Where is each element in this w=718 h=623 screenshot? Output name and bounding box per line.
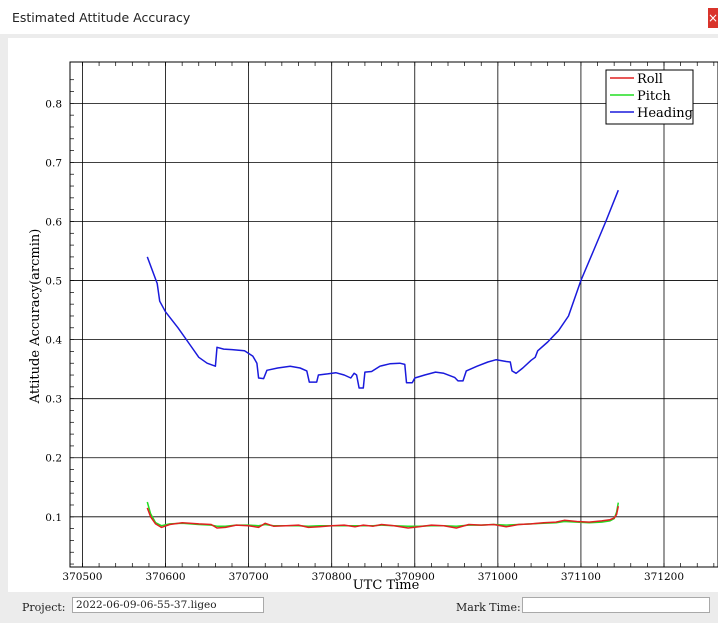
x-axis-ticks: 370500 370600 370700 370800 370900 371000 3711… bbox=[62, 62, 715, 583]
plot-frame bbox=[69, 61, 718, 568]
grid bbox=[70, 62, 718, 567]
y-tick-label: 0.6 bbox=[45, 216, 62, 228]
project-label: Project: bbox=[22, 601, 66, 614]
y-tick-label: 0.5 bbox=[45, 276, 62, 288]
x-tick-label: 370800 bbox=[312, 571, 352, 583]
window-title: Estimated Attitude Accuracy bbox=[12, 10, 191, 25]
x-tick-label: 370600 bbox=[145, 571, 185, 583]
mark-time-field[interactable] bbox=[522, 597, 710, 613]
close-icon: × bbox=[708, 11, 718, 25]
legend: Roll Pitch Heading bbox=[605, 69, 694, 125]
x-tick-label: 370500 bbox=[62, 571, 102, 583]
close-button[interactable]: × bbox=[708, 8, 718, 28]
y-tick-label: 0.4 bbox=[45, 335, 62, 347]
x-tick-label: 370900 bbox=[395, 571, 435, 583]
y-tick-label: 0.8 bbox=[45, 98, 62, 110]
y-tick-label: 0.1 bbox=[45, 512, 62, 524]
y-tick-label: 0.3 bbox=[45, 394, 62, 406]
status-bar: Project: 2022-06-09-06-55-37.ligeo Mark … bbox=[0, 593, 718, 623]
series-line-roll bbox=[146, 506, 620, 529]
plot-panel: 370500 370600 370700 370800 370900 371000 3711… bbox=[8, 38, 718, 593]
y-tick-label: 0.7 bbox=[45, 157, 62, 169]
y-tick-label: 0.2 bbox=[45, 453, 62, 465]
project-field[interactable]: 2022-06-09-06-55-37.ligeo bbox=[72, 597, 264, 613]
x-tick-label: 370700 bbox=[229, 571, 269, 583]
x-tick-label: 371000 bbox=[478, 571, 518, 583]
y-axis-label: Attitude Accuracy(arcmin) bbox=[28, 229, 43, 405]
legend-label-pitch: Pitch bbox=[637, 89, 671, 104]
x-tick-label: 371200 bbox=[644, 571, 684, 583]
title-bar: Estimated Attitude Accuracy × bbox=[0, 0, 718, 34]
window-client: 370500 370600 370700 370800 370900 371000 3711… bbox=[0, 34, 718, 623]
series-line-heading bbox=[146, 189, 619, 389]
series-lines bbox=[146, 189, 620, 529]
legend-box bbox=[605, 69, 694, 125]
attitude-accuracy-chart: 370500 370600 370700 370800 370900 371000 3711… bbox=[28, 61, 718, 593]
x-tick-label: 371100 bbox=[561, 571, 601, 583]
mark-time-label: Mark Time: bbox=[456, 601, 521, 614]
legend-label-roll: Roll bbox=[637, 72, 663, 87]
legend-label-heading: Heading bbox=[637, 106, 693, 121]
x-axis-label: UTC Time bbox=[353, 578, 420, 592]
y-axis-ticks: 0.1 0.2 0.3 0.4 0.5 0.6 0.7 0.8 bbox=[45, 79, 74, 565]
